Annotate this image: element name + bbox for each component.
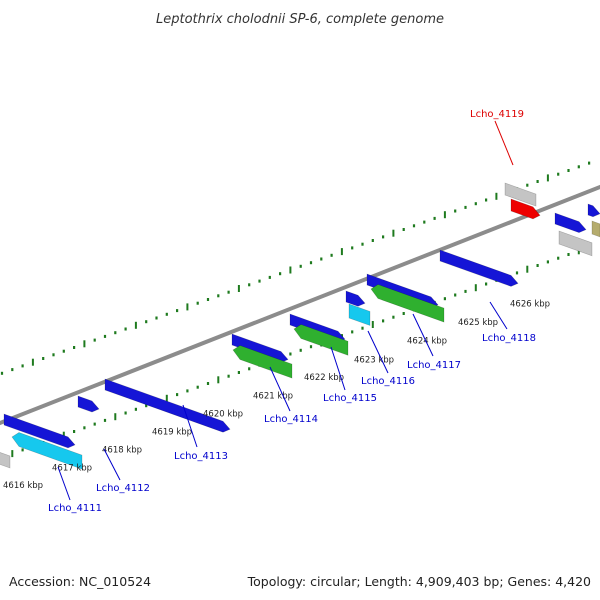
reverse-cyan-gene-2[interactable]: [348, 303, 371, 326]
scale-label: 4618 kbp: [102, 446, 142, 456]
forward-gene-7[interactable]: [439, 249, 519, 287]
gene-label-lcho-4118[interactable]: Lcho_4118: [482, 333, 536, 344]
forward-gene-0[interactable]: [3, 413, 76, 449]
scale-label: 4623 kbp: [354, 355, 394, 365]
scale-label: 4624 kbp: [407, 336, 447, 346]
gene-label-lcho-4115[interactable]: Lcho_4115: [323, 393, 377, 404]
genome-map-layer: 4616 kbp 4617 kbp 4618 kbp 4619 kbp 4620 kbp…: [0, 109, 600, 514]
gene-label-leader: [269, 366, 291, 412]
reverse-green-gene-1[interactable]: [232, 345, 293, 379]
gene-label-leader: [57, 466, 71, 501]
gray-feature-top[interactable]: [504, 182, 537, 207]
genome-title: Leptothrix cholodnii SP-6, complete geno…: [156, 12, 444, 27]
forward-gene-5[interactable]: [345, 290, 366, 307]
gene-label-leader: [489, 301, 508, 330]
forward-gene-1[interactable]: [77, 395, 100, 413]
gene-label-lcho-4112[interactable]: Lcho_4112: [96, 483, 150, 494]
gene-label-leader: [367, 330, 389, 374]
reverse-green-gene-3[interactable]: [370, 284, 445, 323]
gene-label-lcho-4117[interactable]: Lcho_4117: [407, 360, 461, 371]
gene-label-lcho-4116[interactable]: Lcho_4116: [361, 376, 415, 387]
forward-gene-9[interactable]: [587, 203, 600, 218]
scale-label: 4622 kbp: [304, 373, 344, 383]
reverse-cyan-gene-1[interactable]: [11, 432, 83, 470]
gene-label-lcho-4114[interactable]: Lcho_4114: [264, 414, 318, 425]
scale-label: 4621 kbp: [253, 391, 293, 401]
gene-label-leader: [330, 346, 346, 391]
reverse-green-gene-2[interactable]: [293, 324, 349, 356]
forward-gene-3[interactable]: [231, 333, 289, 363]
genome-summary-text: Topology: circular; Length: 4,909,403 bp…: [247, 574, 591, 589]
gene-label-lcho-4119[interactable]: Lcho_4119: [470, 109, 524, 120]
gray-feature-left[interactable]: [0, 451, 11, 469]
gene-label-lcho-4111[interactable]: Lcho_4111: [48, 503, 102, 514]
scale-label: 4626 kbp: [510, 299, 550, 309]
forward-gene-2[interactable]: [104, 378, 231, 433]
gray-feature-right[interactable]: [558, 230, 593, 257]
scale-label: 4619 kbp: [152, 428, 192, 438]
gene-label-leader: [494, 120, 514, 166]
scale-label: 4617 kbp: [52, 463, 92, 473]
gene-label-leader: [103, 448, 121, 481]
scale-label: 4616 kbp: [3, 481, 43, 491]
scale-label: 4625 kbp: [458, 318, 498, 328]
gene-label-leader: [182, 404, 198, 448]
gene-label-leader: [412, 313, 434, 357]
scale-label: 4620 kbp: [203, 409, 243, 419]
accession-text: Accession: NC_010524: [9, 574, 151, 589]
forward-gene-8[interactable]: [554, 212, 587, 233]
backbone-line: [0, 184, 600, 426]
highlight-gene-lcho-4119[interactable]: [510, 198, 541, 220]
olive-feature-right[interactable]: [591, 220, 600, 238]
gene-label-lcho-4113[interactable]: Lcho_4113: [174, 451, 228, 462]
